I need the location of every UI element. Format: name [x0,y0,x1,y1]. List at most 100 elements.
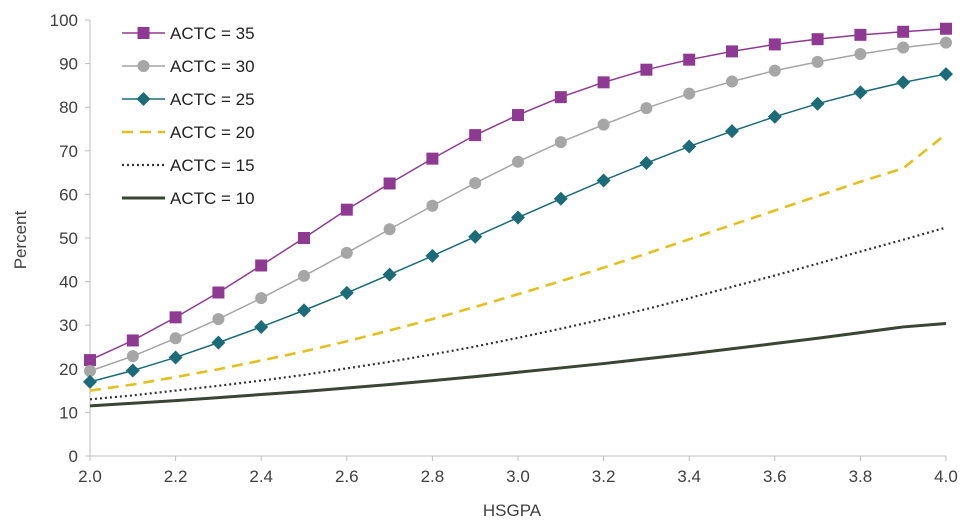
data-point [254,319,269,334]
data-point [211,335,226,350]
axes [85,19,947,461]
data-point [726,45,738,58]
x-tick-label: 3.0 [506,467,530,486]
data-point [425,248,440,263]
x-tick-label: 3.6 [763,467,787,486]
data-point [168,350,183,365]
data-point [811,55,824,68]
legend-label: ACTC = 35 [170,24,255,43]
data-point [382,267,397,282]
data-point [683,87,696,100]
data-point [83,374,97,389]
data-point [940,36,952,49]
data-point [639,156,654,171]
data-point [597,76,610,89]
y-tick-label: 30 [59,316,78,335]
data-point [896,75,911,90]
x-tick-label: 2.2 [164,467,188,486]
y-tick-labels: 0 10 20 30 40 50 60 70 80 90 100 [50,11,78,466]
legend: ACTC = 35 ACTC = 30 ACTC = 25 ACTC = 20 ACTC… [122,24,255,208]
series-markers [83,22,953,389]
y-tick-label: 70 [59,142,78,161]
legend-label: ACTC = 20 [170,123,255,142]
y-tick-label: 60 [59,185,78,204]
data-point [939,67,953,82]
data-point [212,286,225,299]
series-line [89,321,947,408]
data-point [854,48,867,61]
data-point [512,155,524,168]
data-point [340,203,353,216]
legend-label: ACTC = 30 [170,57,255,76]
data-point [255,259,268,272]
legend-marker [137,27,150,39]
series-line [89,133,947,392]
data-point [426,199,439,212]
data-point [596,173,611,188]
data-point [169,332,182,345]
x-tick-labels: 2.0 2.2 2.4 2.6 2.8 3.0 3.2 3.4 3.6 3.8 4.0 [78,467,958,486]
data-point [854,28,867,41]
x-tick-label: 3.4 [677,467,701,486]
data-point [468,229,483,244]
x-tick-label: 2.0 [78,467,102,486]
data-point [426,152,439,165]
data-point [469,177,482,190]
y-tick-label: 50 [59,229,78,248]
data-point [383,223,396,236]
data-point [597,118,610,131]
series-line [89,226,947,401]
data-point [84,354,96,367]
data-point [683,53,696,66]
data-point [768,64,781,77]
legend-label: ACTC = 10 [170,189,255,208]
data-point [640,63,653,76]
legend-marker [137,60,150,72]
x-axis-title: HSGPA [483,501,542,520]
data-point [897,25,910,38]
data-point [297,303,311,318]
data-point [84,364,96,377]
data-point [469,129,482,142]
data-point [897,41,910,54]
data-point [126,350,139,363]
data-point [298,232,310,244]
data-point [512,109,524,122]
data-point [298,269,310,282]
data-point [255,292,268,305]
data-point [340,246,353,259]
x-tick-label: 2.6 [335,467,359,486]
y-tick-label: 10 [59,403,78,422]
data-point [126,334,139,347]
y-tick-label: 40 [59,273,78,292]
data-point [554,136,567,149]
data-point [383,177,396,190]
data-point [853,85,868,100]
data-point [339,285,354,300]
data-point [212,313,225,326]
y-axis-title: Percent [11,210,30,269]
y-tick-label: 100 [50,11,78,30]
y-tick-label: 80 [59,98,78,117]
data-point [767,109,782,124]
y-tick-label: 90 [59,55,78,74]
data-point [125,363,140,378]
legend-label: ACTC = 25 [170,90,255,109]
legend-label: ACTC = 15 [170,156,255,175]
x-tick-label: 4.0 [934,467,958,486]
data-point [940,22,952,35]
data-point [811,33,824,46]
y-tick-label: 0 [69,447,78,466]
x-tick-label: 3.8 [849,467,873,486]
data-point [726,75,738,88]
x-tick-label: 2.8 [421,467,445,486]
data-point [553,191,568,206]
x-tick-label: 2.4 [249,467,273,486]
x-tick-label: 3.2 [592,467,616,486]
data-point [682,139,697,154]
data-point [511,210,525,225]
data-point [169,311,182,324]
data-point [810,96,825,111]
data-point [768,38,781,51]
